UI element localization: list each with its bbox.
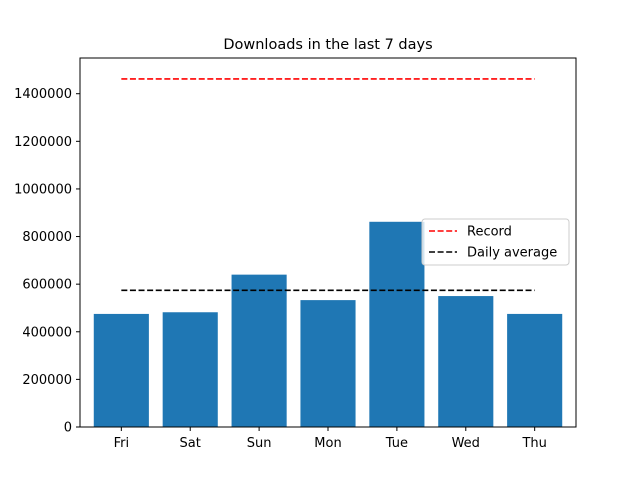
y-tick-label: 0 xyxy=(64,421,72,436)
y-tick-label: 800000 xyxy=(22,230,72,245)
x-tick-label: Sun xyxy=(247,436,272,451)
bar-wed xyxy=(438,296,494,427)
bars-group xyxy=(93,221,563,427)
y-tick-label: 200000 xyxy=(22,373,72,388)
y-tick-label: 1400000 xyxy=(14,87,72,102)
x-tick-label: Fri xyxy=(114,436,130,451)
bar-tue xyxy=(369,221,425,427)
y-tick-label: 600000 xyxy=(22,278,72,293)
legend-label-daily-average: Daily average xyxy=(467,246,557,261)
x-tick-label: Mon xyxy=(314,436,341,451)
legend-box xyxy=(421,218,570,266)
y-tick-label: 1000000 xyxy=(14,182,72,197)
bar-fri xyxy=(93,313,149,427)
y-tick-label: 1200000 xyxy=(14,135,72,150)
x-axis: Fri Sat Sun Mon Tue Wed Thu xyxy=(114,427,547,451)
chart-title: Downloads in the last 7 days xyxy=(223,37,432,53)
bar-thu xyxy=(507,313,563,427)
bar-sun xyxy=(231,274,287,427)
x-tick-label: Thu xyxy=(521,436,546,451)
reference-lines-group xyxy=(121,78,535,292)
bar-mon xyxy=(300,300,356,427)
plot-frame xyxy=(79,57,577,428)
x-tick-label: Tue xyxy=(385,436,408,451)
bar-sat xyxy=(162,312,218,427)
y-axis: 0 200000 400000 600000 800000 1000000 1200000 1… xyxy=(14,87,80,436)
y-tick-label: 400000 xyxy=(22,325,72,340)
legend-label-record: Record xyxy=(467,225,512,240)
x-tick-label: Wed xyxy=(452,436,480,451)
x-tick-label: Sat xyxy=(180,436,201,451)
legend: Record Daily average xyxy=(421,218,570,266)
